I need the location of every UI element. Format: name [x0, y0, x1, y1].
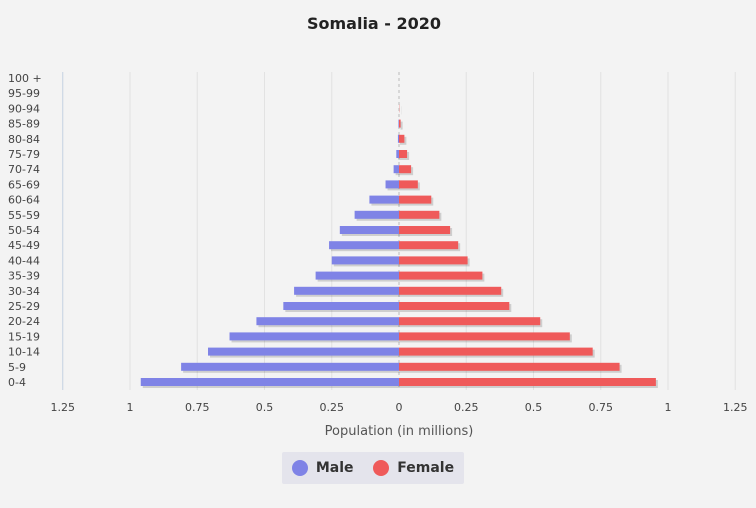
- x-tick-label: 0: [396, 401, 403, 414]
- bar-male[interactable]: [315, 271, 399, 280]
- y-tick-label: 45-49: [8, 239, 40, 252]
- legend-item-male[interactable]: Male: [291, 460, 354, 476]
- bar-male[interactable]: [329, 241, 399, 250]
- bar-male[interactable]: [396, 150, 399, 158]
- chart-title: Somalia - 2020: [307, 14, 441, 33]
- y-tick-label: 5-9: [8, 361, 26, 374]
- bar-male[interactable]: [339, 226, 399, 234]
- x-tick-label: 0.5: [525, 401, 543, 414]
- male-swatch-icon: [291, 460, 308, 476]
- bar-male[interactable]: [393, 165, 399, 174]
- bar-female[interactable]: [399, 241, 459, 250]
- x-tick-label: 0.75: [185, 401, 210, 414]
- x-tick-label: 0.75: [589, 401, 614, 414]
- x-tick-label: 0.25: [320, 401, 345, 414]
- y-tick-label: 80-84: [8, 133, 40, 146]
- bar-male[interactable]: [229, 332, 399, 341]
- y-tick-label: 65-69: [8, 178, 40, 191]
- bar-female[interactable]: [399, 317, 541, 326]
- bar-female[interactable]: [399, 119, 401, 128]
- bar-male[interactable]: [256, 317, 399, 326]
- y-tick-label: 20-24: [8, 315, 40, 328]
- y-tick-label: 10-14: [8, 346, 40, 359]
- x-tick-label: 0.5: [256, 401, 274, 414]
- y-tick-label: 85-89: [8, 118, 40, 131]
- bar-male[interactable]: [385, 180, 399, 189]
- bar-male[interactable]: [369, 195, 399, 204]
- x-tick-label: 1: [127, 401, 134, 414]
- y-tick-label: 35-39: [8, 270, 40, 283]
- bar-female[interactable]: [399, 210, 440, 219]
- legend-label-female: Female: [397, 460, 455, 476]
- x-tick-labels: 1.25 1 0.75 0.5 0.25 0 0.25 0.5 0.75 1 1.25: [51, 401, 748, 414]
- y-tick-label: 50-54: [8, 224, 40, 237]
- y-tick-label: 75-79: [8, 148, 40, 161]
- bar-male[interactable]: [331, 256, 399, 265]
- bar-female[interactable]: [399, 302, 510, 310]
- bar-female[interactable]: [399, 134, 405, 143]
- bar-female[interactable]: [399, 150, 408, 158]
- legend-label-male: Male: [315, 460, 354, 476]
- x-tick-label: 1: [665, 401, 672, 414]
- bar-male[interactable]: [208, 347, 399, 356]
- bar-male[interactable]: [354, 210, 399, 219]
- y-tick-label: 40-44: [8, 254, 40, 267]
- bar-male[interactable]: [140, 378, 399, 386]
- y-tick-label: 25-29: [8, 300, 40, 313]
- bar-male[interactable]: [294, 286, 399, 295]
- y-tick-label: 30-34: [8, 285, 40, 298]
- y-tick-label: 15-19: [8, 330, 40, 343]
- bar-male[interactable]: [397, 134, 399, 143]
- bar-female[interactable]: [399, 256, 468, 265]
- bar-female[interactable]: [399, 165, 412, 174]
- bar-male[interactable]: [398, 119, 399, 128]
- legend-item-female[interactable]: Female: [373, 460, 454, 476]
- x-tick-label: 1.25: [723, 401, 748, 414]
- bar-female[interactable]: [399, 271, 483, 280]
- y-tick-label: 100 +: [8, 72, 42, 85]
- female-swatch-icon: [373, 460, 390, 476]
- bar-male[interactable]: [283, 302, 399, 310]
- y-tick-label: 0-4: [8, 376, 26, 389]
- bar-female[interactable]: [399, 286, 502, 295]
- legend: Male Female: [282, 452, 464, 484]
- y-tick-label: 60-64: [8, 194, 40, 207]
- bar-female[interactable]: [399, 378, 656, 386]
- bar-female[interactable]: [399, 332, 570, 341]
- y-tick-label: 90-94: [8, 102, 40, 115]
- x-tick-label: 1.25: [51, 401, 76, 414]
- bar-female[interactable]: [399, 362, 620, 371]
- y-tick-label: 55-59: [8, 209, 40, 222]
- x-tick-label: 0.25: [454, 401, 479, 414]
- x-axis-title: Population (in millions): [325, 424, 474, 439]
- bar-female[interactable]: [399, 226, 451, 234]
- bar-shadow: [400, 121, 401, 130]
- bar-male[interactable]: [181, 362, 399, 371]
- bars: [140, 104, 658, 388]
- y-tick-label: 95-99: [8, 87, 40, 100]
- bar-female[interactable]: [399, 180, 418, 189]
- bar-female[interactable]: [399, 347, 593, 356]
- y-tick-label: 70-74: [8, 163, 40, 176]
- bar-female[interactable]: [399, 195, 432, 204]
- y-tick-labels: 0-4 5-9 10-14 15-19 20-24 25-29 30-34 35-39 40-4…: [8, 72, 42, 389]
- bar-shadow: [401, 121, 403, 130]
